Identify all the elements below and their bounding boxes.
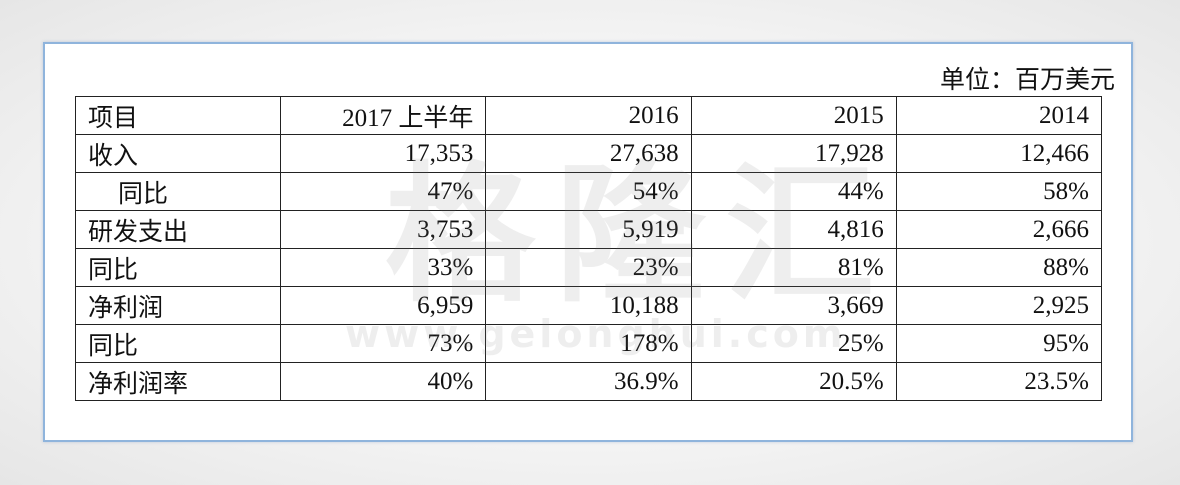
- table-card: 单位：百万美元 项目 2017 上半年 2016 2015 2014 收入 17,353 27…: [43, 42, 1133, 442]
- cell: 5,919: [485, 210, 692, 249]
- table-body: 项目 2017 上半年 2016 2015 2014 收入 17,353 27,638 17,9…: [74, 96, 1103, 401]
- cell: 58%: [895, 172, 1103, 211]
- cell: 17,928: [690, 134, 897, 173]
- header-row: 项目 2017 上半年 2016 2015 2014: [74, 96, 1103, 135]
- cell: 47%: [280, 172, 487, 211]
- cell: 23.5%: [895, 362, 1103, 401]
- cell: 88%: [895, 248, 1103, 287]
- row-label: 同比: [74, 324, 282, 363]
- cell: 36.9%: [485, 362, 692, 401]
- cell: 10,188: [485, 286, 692, 325]
- row-label: 研发支出: [74, 210, 282, 249]
- cell: 2016: [485, 96, 692, 135]
- table-row: 研发支出 3,753 5,919 4,816 2,666: [74, 210, 1103, 249]
- row-label: 净利润: [74, 286, 282, 325]
- cell: 3,753: [280, 210, 487, 249]
- cell: 81%: [690, 248, 897, 287]
- row-label: 项目: [74, 96, 282, 135]
- cell: 20.5%: [690, 362, 897, 401]
- table-row: 净利润率 40% 36.9% 20.5% 23.5%: [74, 362, 1103, 401]
- cell: 2017 上半年: [280, 96, 487, 135]
- table-row: 同比 33% 23% 81% 88%: [74, 248, 1103, 287]
- cell: 3,669: [690, 286, 897, 325]
- row-label: 同比: [74, 248, 282, 287]
- cell: 25%: [690, 324, 897, 363]
- table-row: 同比 47% 54% 44% 58%: [74, 172, 1103, 211]
- row-label: 收入: [74, 134, 282, 173]
- data-table: 项目 2017 上半年 2016 2015 2014 收入 17,353 27,638 17,9…: [74, 96, 1103, 401]
- row-label: 净利润率: [74, 362, 282, 401]
- cell: 17,353: [280, 134, 487, 173]
- cell: 23%: [485, 248, 692, 287]
- table-row: 同比 73% 178% 25% 95%: [74, 324, 1103, 363]
- row-label: 同比: [74, 172, 282, 211]
- cell: 95%: [895, 324, 1103, 363]
- cell: 44%: [690, 172, 897, 211]
- cell: 54%: [485, 172, 692, 211]
- cell: 6,959: [280, 286, 487, 325]
- table-row: 收入 17,353 27,638 17,928 12,466: [74, 134, 1103, 173]
- cell: 33%: [280, 248, 487, 287]
- cell: 40%: [280, 362, 487, 401]
- cell: 73%: [280, 324, 487, 363]
- cell: 2,666: [895, 210, 1103, 249]
- table-row: 净利润 6,959 10,188 3,669 2,925: [74, 286, 1103, 325]
- cell: 2,925: [895, 286, 1103, 325]
- cell: 12,466: [895, 134, 1103, 173]
- cell: 27,638: [485, 134, 692, 173]
- cell: 4,816: [690, 210, 897, 249]
- cell: 2014: [895, 96, 1103, 135]
- cell: 178%: [485, 324, 692, 363]
- unit-label: 单位：百万美元: [939, 67, 1115, 94]
- cell: 2015: [690, 96, 897, 135]
